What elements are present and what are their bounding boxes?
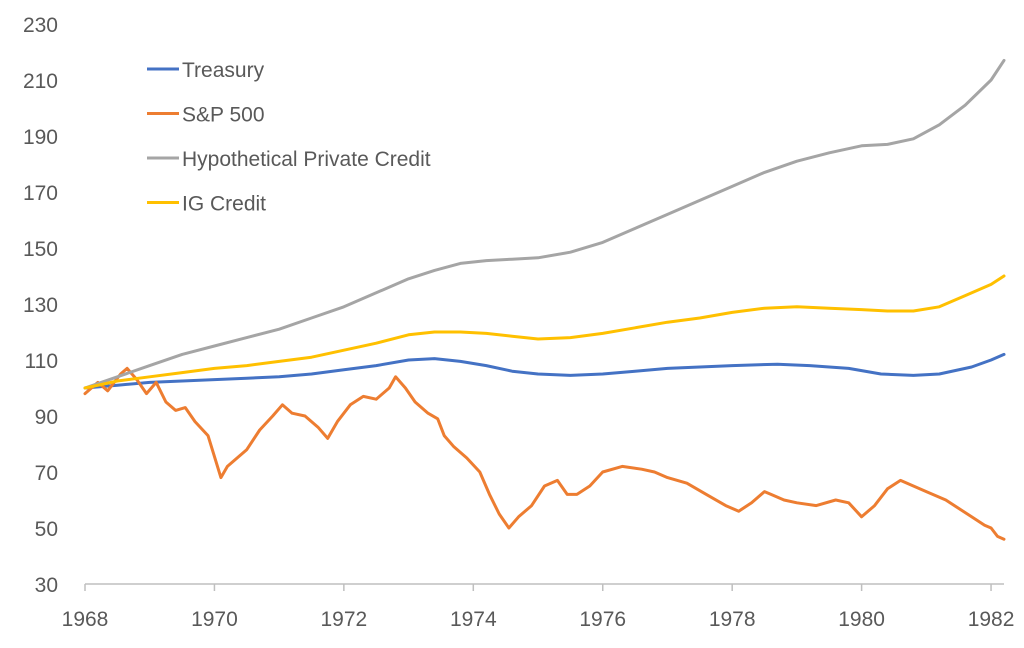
legend-label: Treasury: [182, 59, 265, 82]
x-tick-label: 1982: [968, 608, 1015, 631]
x-tick-label: 1974: [450, 608, 497, 631]
x-axis-tick-labels: 1968 1970 1972 1974 1976 1978 1980 1982: [62, 608, 1015, 631]
x-tick-label: 1978: [709, 608, 756, 631]
x-tick-label: 1976: [579, 608, 626, 631]
y-tick-label: 170: [23, 182, 58, 205]
y-tick-label: 150: [23, 238, 58, 261]
y-tick-label: 50: [35, 518, 58, 541]
y-tick-label: 70: [35, 462, 58, 485]
series-lines: [83, 58, 1006, 541]
y-tick-label: 190: [23, 126, 58, 149]
x-tick-label: 1970: [191, 608, 238, 631]
legend: Treasury S&P 500 Hypothetical Private Cred…: [147, 59, 431, 216]
y-tick-label: 130: [23, 294, 58, 317]
series-line-hypothetical-private-credit: [83, 58, 1006, 390]
legend-label: S&P 500: [182, 104, 265, 127]
x-tick-marks: [84, 584, 992, 591]
series-line-s-p-500: [83, 366, 1006, 541]
y-tick-label: 210: [23, 70, 58, 93]
y-tick-label: 90: [35, 406, 58, 429]
series-line-treasury: [83, 352, 1006, 390]
series-line-ig-credit: [83, 274, 1006, 390]
x-tick-label: 1980: [838, 608, 885, 631]
x-tick-label: 1972: [321, 608, 368, 631]
legend-label: IG Credit: [182, 193, 266, 216]
legend-label: Hypothetical Private Credit: [182, 148, 431, 171]
y-tick-label: 30: [35, 574, 58, 597]
y-tick-label: 230: [23, 14, 58, 37]
x-tick-label: 1968: [62, 608, 109, 631]
y-axis-tick-labels: 30 50 70 90 110 130 150 170 190 210 230: [23, 14, 58, 597]
y-tick-label: 110: [25, 350, 58, 373]
